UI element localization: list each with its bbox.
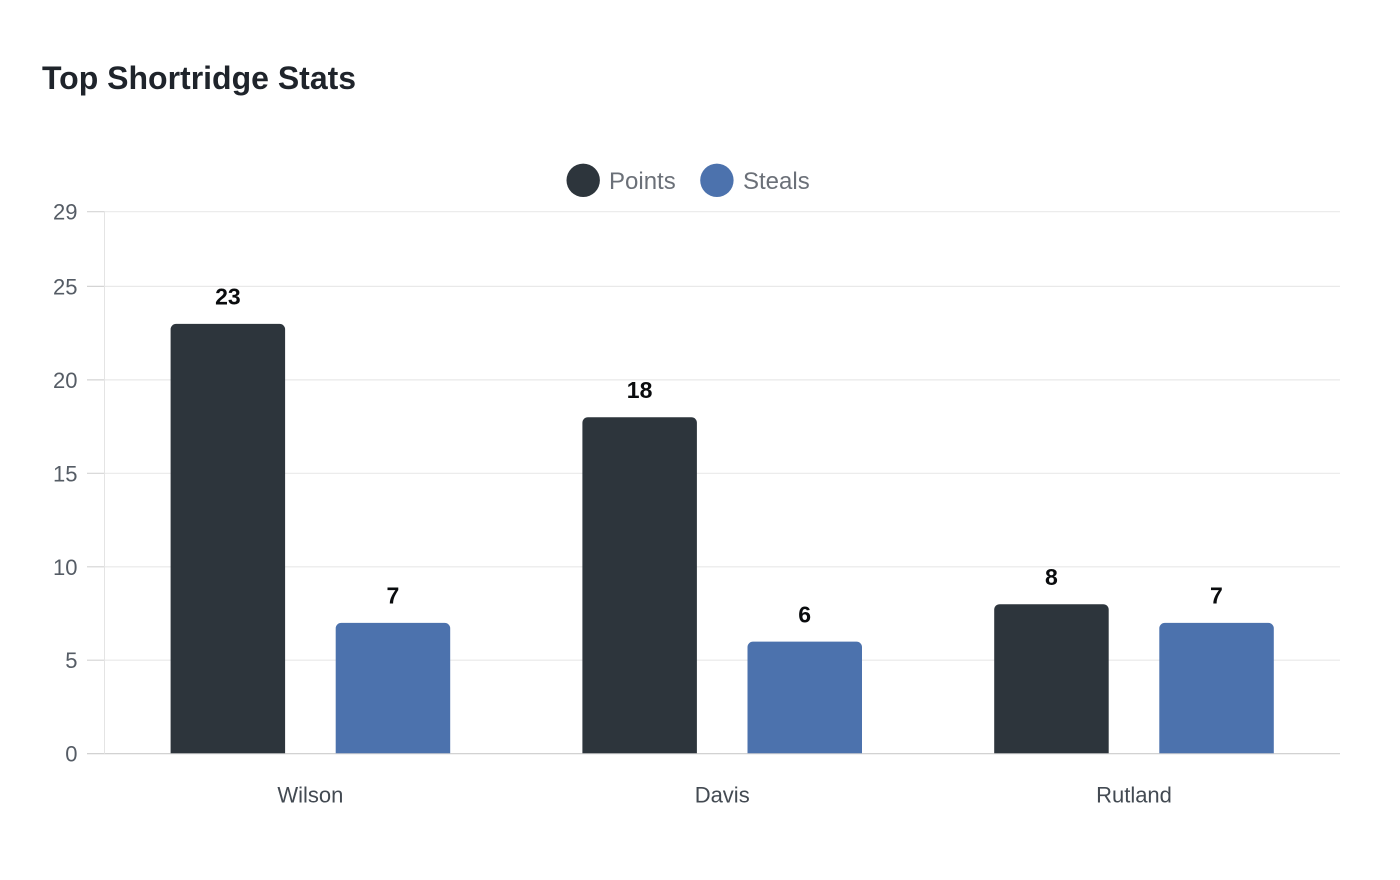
svg-text:25: 25: [53, 274, 77, 299]
svg-text:5: 5: [65, 648, 77, 673]
svg-text:Steals: Steals: [743, 168, 810, 195]
svg-text:0: 0: [65, 742, 77, 767]
svg-text:20: 20: [53, 368, 77, 393]
svg-text:Davis: Davis: [695, 782, 750, 807]
svg-text:23: 23: [215, 284, 241, 310]
svg-text:7: 7: [1210, 583, 1223, 609]
svg-text:Points: Points: [609, 168, 676, 195]
svg-text:8: 8: [1045, 564, 1058, 590]
svg-text:10: 10: [53, 555, 77, 580]
svg-text:18: 18: [627, 377, 653, 403]
svg-text:15: 15: [53, 461, 77, 486]
svg-text:7: 7: [387, 583, 400, 609]
svg-text:Top Shortridge Stats: Top Shortridge Stats: [42, 60, 356, 96]
svg-text:6: 6: [798, 601, 811, 627]
svg-text:Rutland: Rutland: [1096, 782, 1172, 807]
svg-text:Wilson: Wilson: [277, 782, 343, 807]
svg-text:29: 29: [53, 200, 77, 225]
